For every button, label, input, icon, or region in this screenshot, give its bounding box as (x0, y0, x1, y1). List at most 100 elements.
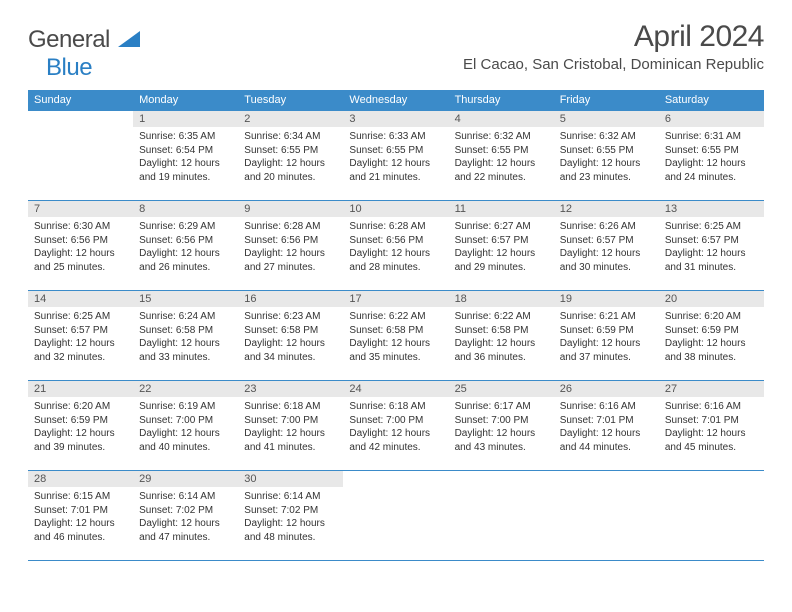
day-number: 7 (28, 201, 133, 217)
weekday-header-row: SundayMondayTuesdayWednesdayThursdayFrid… (28, 90, 764, 111)
day-number: 20 (659, 291, 764, 307)
day-number: 13 (659, 201, 764, 217)
calendar-week-row: 14Sunrise: 6:25 AMSunset: 6:57 PMDayligh… (28, 291, 764, 381)
day-number-empty (28, 111, 133, 128)
calendar-day-cell: 10Sunrise: 6:28 AMSunset: 6:56 PMDayligh… (343, 201, 448, 291)
day-details: Sunrise: 6:24 AMSunset: 6:58 PMDaylight:… (133, 307, 238, 367)
calendar-day-cell: 15Sunrise: 6:24 AMSunset: 6:58 PMDayligh… (133, 291, 238, 381)
logo-text-blue: Blue (46, 54, 92, 81)
day-details: Sunrise: 6:25 AMSunset: 6:57 PMDaylight:… (28, 307, 133, 367)
day-details: Sunrise: 6:33 AMSunset: 6:55 PMDaylight:… (343, 127, 448, 187)
calendar-body: 1Sunrise: 6:35 AMSunset: 6:54 PMDaylight… (28, 111, 764, 561)
calendar-day-cell: 11Sunrise: 6:27 AMSunset: 6:57 PMDayligh… (449, 201, 554, 291)
day-details: Sunrise: 6:22 AMSunset: 6:58 PMDaylight:… (343, 307, 448, 367)
day-number: 12 (554, 201, 659, 217)
calendar-day-cell (343, 471, 448, 561)
day-details: Sunrise: 6:35 AMSunset: 6:54 PMDaylight:… (133, 127, 238, 187)
brand-logo: General Blue (28, 20, 140, 82)
calendar-day-cell (554, 471, 659, 561)
calendar-day-cell: 27Sunrise: 6:16 AMSunset: 7:01 PMDayligh… (659, 381, 764, 471)
calendar-day-cell: 7Sunrise: 6:30 AMSunset: 6:56 PMDaylight… (28, 201, 133, 291)
day-number-empty (449, 471, 554, 488)
weekday-header: Friday (554, 90, 659, 111)
day-details: Sunrise: 6:34 AMSunset: 6:55 PMDaylight:… (238, 127, 343, 187)
day-number: 23 (238, 381, 343, 397)
day-details: Sunrise: 6:19 AMSunset: 7:00 PMDaylight:… (133, 397, 238, 457)
weekday-header: Sunday (28, 90, 133, 111)
day-number: 27 (659, 381, 764, 397)
calendar-day-cell: 1Sunrise: 6:35 AMSunset: 6:54 PMDaylight… (133, 111, 238, 201)
day-details: Sunrise: 6:18 AMSunset: 7:00 PMDaylight:… (343, 397, 448, 457)
weekday-header: Thursday (449, 90, 554, 111)
calendar-day-cell (28, 111, 133, 201)
day-number: 15 (133, 291, 238, 307)
day-number-empty (343, 471, 448, 488)
day-number: 29 (133, 471, 238, 487)
day-number: 18 (449, 291, 554, 307)
day-number: 28 (28, 471, 133, 487)
calendar-day-cell: 8Sunrise: 6:29 AMSunset: 6:56 PMDaylight… (133, 201, 238, 291)
calendar-day-cell: 24Sunrise: 6:18 AMSunset: 7:00 PMDayligh… (343, 381, 448, 471)
day-details: Sunrise: 6:25 AMSunset: 6:57 PMDaylight:… (659, 217, 764, 277)
day-details: Sunrise: 6:16 AMSunset: 7:01 PMDaylight:… (554, 397, 659, 457)
day-number: 14 (28, 291, 133, 307)
day-details: Sunrise: 6:27 AMSunset: 6:57 PMDaylight:… (449, 217, 554, 277)
day-details: Sunrise: 6:15 AMSunset: 7:01 PMDaylight:… (28, 487, 133, 547)
day-details: Sunrise: 6:20 AMSunset: 6:59 PMDaylight:… (28, 397, 133, 457)
day-details: Sunrise: 6:14 AMSunset: 7:02 PMDaylight:… (133, 487, 238, 547)
day-number: 11 (449, 201, 554, 217)
day-number: 8 (133, 201, 238, 217)
logo-triangle-icon (118, 31, 140, 52)
day-details: Sunrise: 6:28 AMSunset: 6:56 PMDaylight:… (343, 217, 448, 277)
month-title: April 2024 (463, 20, 764, 54)
calendar-day-cell: 18Sunrise: 6:22 AMSunset: 6:58 PMDayligh… (449, 291, 554, 381)
calendar-day-cell: 16Sunrise: 6:23 AMSunset: 6:58 PMDayligh… (238, 291, 343, 381)
calendar-day-cell: 17Sunrise: 6:22 AMSunset: 6:58 PMDayligh… (343, 291, 448, 381)
location-text: El Cacao, San Cristobal, Dominican Repub… (463, 56, 764, 73)
day-details: Sunrise: 6:30 AMSunset: 6:56 PMDaylight:… (28, 217, 133, 277)
day-details: Sunrise: 6:32 AMSunset: 6:55 PMDaylight:… (554, 127, 659, 187)
day-details: Sunrise: 6:28 AMSunset: 6:56 PMDaylight:… (238, 217, 343, 277)
day-number: 24 (343, 381, 448, 397)
calendar-day-cell: 29Sunrise: 6:14 AMSunset: 7:02 PMDayligh… (133, 471, 238, 561)
calendar-day-cell: 2Sunrise: 6:34 AMSunset: 6:55 PMDaylight… (238, 111, 343, 201)
day-details: Sunrise: 6:17 AMSunset: 7:00 PMDaylight:… (449, 397, 554, 457)
day-number: 1 (133, 111, 238, 127)
day-details: Sunrise: 6:26 AMSunset: 6:57 PMDaylight:… (554, 217, 659, 277)
calendar-day-cell: 25Sunrise: 6:17 AMSunset: 7:00 PMDayligh… (449, 381, 554, 471)
day-number: 5 (554, 111, 659, 127)
weekday-header: Tuesday (238, 90, 343, 111)
day-number-empty (659, 471, 764, 488)
day-number: 9 (238, 201, 343, 217)
day-number: 25 (449, 381, 554, 397)
day-number: 10 (343, 201, 448, 217)
day-details: Sunrise: 6:16 AMSunset: 7:01 PMDaylight:… (659, 397, 764, 457)
day-number: 3 (343, 111, 448, 127)
weekday-header: Saturday (659, 90, 764, 111)
calendar-day-cell: 13Sunrise: 6:25 AMSunset: 6:57 PMDayligh… (659, 201, 764, 291)
calendar-day-cell: 4Sunrise: 6:32 AMSunset: 6:55 PMDaylight… (449, 111, 554, 201)
calendar-day-cell: 26Sunrise: 6:16 AMSunset: 7:01 PMDayligh… (554, 381, 659, 471)
calendar-day-cell: 21Sunrise: 6:20 AMSunset: 6:59 PMDayligh… (28, 381, 133, 471)
day-details: Sunrise: 6:31 AMSunset: 6:55 PMDaylight:… (659, 127, 764, 187)
calendar-week-row: 1Sunrise: 6:35 AMSunset: 6:54 PMDaylight… (28, 111, 764, 201)
day-number: 30 (238, 471, 343, 487)
calendar-day-cell: 28Sunrise: 6:15 AMSunset: 7:01 PMDayligh… (28, 471, 133, 561)
calendar-day-cell (659, 471, 764, 561)
weekday-header: Wednesday (343, 90, 448, 111)
day-details: Sunrise: 6:32 AMSunset: 6:55 PMDaylight:… (449, 127, 554, 187)
calendar-day-cell: 6Sunrise: 6:31 AMSunset: 6:55 PMDaylight… (659, 111, 764, 201)
calendar-day-cell: 14Sunrise: 6:25 AMSunset: 6:57 PMDayligh… (28, 291, 133, 381)
calendar-day-cell: 5Sunrise: 6:32 AMSunset: 6:55 PMDaylight… (554, 111, 659, 201)
calendar-day-cell: 23Sunrise: 6:18 AMSunset: 7:00 PMDayligh… (238, 381, 343, 471)
logo-text-general: General (28, 26, 110, 53)
calendar-day-cell: 30Sunrise: 6:14 AMSunset: 7:02 PMDayligh… (238, 471, 343, 561)
day-details: Sunrise: 6:22 AMSunset: 6:58 PMDaylight:… (449, 307, 554, 367)
calendar-day-cell: 9Sunrise: 6:28 AMSunset: 6:56 PMDaylight… (238, 201, 343, 291)
day-number: 6 (659, 111, 764, 127)
day-number: 21 (28, 381, 133, 397)
calendar-day-cell: 3Sunrise: 6:33 AMSunset: 6:55 PMDaylight… (343, 111, 448, 201)
day-details: Sunrise: 6:29 AMSunset: 6:56 PMDaylight:… (133, 217, 238, 277)
calendar-day-cell: 20Sunrise: 6:20 AMSunset: 6:59 PMDayligh… (659, 291, 764, 381)
header-right: April 2024 El Cacao, San Cristobal, Domi… (463, 20, 764, 73)
